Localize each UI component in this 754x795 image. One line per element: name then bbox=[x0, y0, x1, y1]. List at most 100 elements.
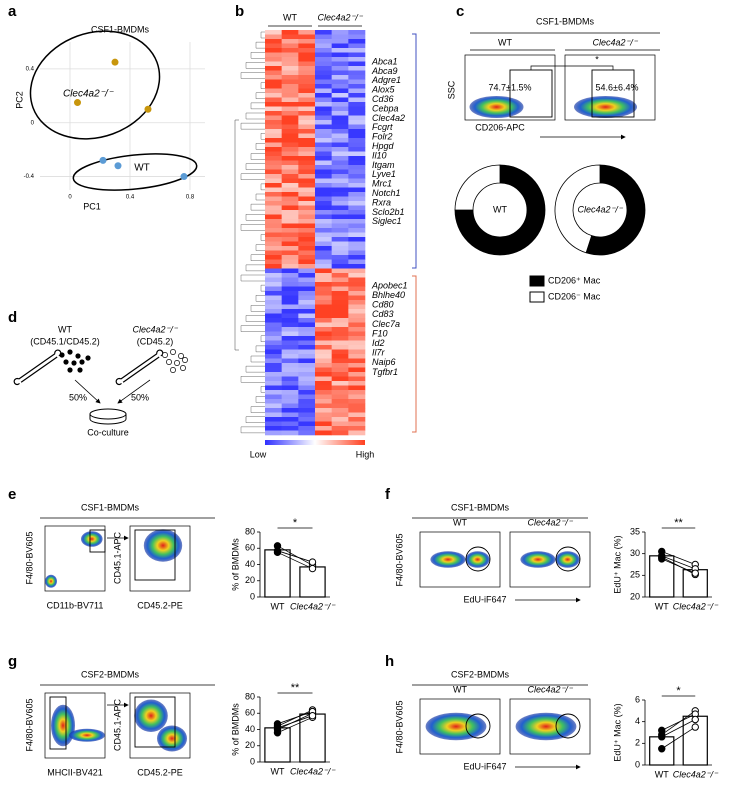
significance: * bbox=[676, 685, 681, 697]
x-tick-label: WT bbox=[655, 601, 669, 611]
heatmap-cell bbox=[265, 282, 282, 287]
heatmap-cell bbox=[298, 381, 316, 386]
gene-label: F10 bbox=[372, 328, 388, 338]
heatmap-cell bbox=[331, 183, 349, 188]
dendrogram bbox=[250, 305, 265, 312]
heatmap-cell bbox=[281, 376, 299, 382]
dendrogram bbox=[260, 183, 265, 191]
heatmap-cell bbox=[315, 133, 332, 139]
heatmap-cell bbox=[298, 367, 316, 373]
axis-label: EdU-iF647 bbox=[463, 594, 506, 604]
heatmap-cell bbox=[281, 255, 299, 260]
heatmap-cell bbox=[315, 115, 332, 121]
heatmap-cell bbox=[281, 417, 299, 422]
heatmap-cell bbox=[331, 255, 349, 260]
cell bbox=[67, 349, 73, 355]
heatmap-cell bbox=[265, 430, 282, 436]
pair-line bbox=[277, 551, 313, 569]
heatmap-cell bbox=[298, 228, 316, 233]
gene-label: Siglec1 bbox=[372, 216, 402, 226]
arrow bbox=[74, 379, 101, 404]
heatmap-cell bbox=[281, 295, 299, 301]
heatmap-cell bbox=[315, 196, 332, 202]
heatmap-cell bbox=[331, 111, 349, 116]
heatmap-cell bbox=[331, 273, 349, 278]
heatmap-cell bbox=[265, 408, 282, 413]
heatmap-cell bbox=[331, 412, 349, 418]
heatmap-cell bbox=[315, 84, 332, 89]
heatmap-cell bbox=[348, 111, 366, 116]
density bbox=[465, 551, 490, 568]
heatmap-cell bbox=[348, 264, 366, 269]
heatmap-cell bbox=[265, 102, 282, 107]
heatmap-cell bbox=[281, 304, 299, 310]
heatmap-cell bbox=[281, 363, 299, 368]
donut-slice bbox=[454, 164, 501, 211]
heatmap-cell bbox=[348, 381, 366, 386]
panel-label: f bbox=[385, 486, 391, 503]
heatmap-cell bbox=[348, 345, 366, 350]
heatmap-cell bbox=[315, 97, 332, 103]
heatmap-cell bbox=[281, 39, 299, 44]
heatmap-cell bbox=[331, 223, 349, 229]
heatmap-cell bbox=[265, 318, 282, 323]
x-tick-label: 0 bbox=[68, 195, 72, 201]
cell bbox=[63, 359, 69, 365]
heatmap-cell bbox=[265, 358, 282, 364]
heatmap-cell bbox=[265, 255, 282, 260]
heatmap-cell bbox=[281, 115, 299, 121]
heatmap-cell bbox=[331, 196, 349, 202]
heatmap-cell bbox=[265, 340, 282, 346]
axis-label: PC2 bbox=[14, 91, 24, 109]
heatmap-cell bbox=[265, 160, 282, 166]
heatmap-cell bbox=[265, 349, 282, 355]
gene-label: Alox5 bbox=[371, 85, 396, 95]
heatmap-cell bbox=[348, 151, 366, 157]
point bbox=[144, 105, 152, 113]
heatmap-cell bbox=[331, 241, 349, 247]
heatmap-cell bbox=[315, 147, 332, 152]
axis-label: EdU-iF647 bbox=[463, 761, 506, 771]
group-label: WT bbox=[453, 684, 467, 694]
heatmap-cell bbox=[331, 138, 349, 143]
heatmap-cell bbox=[331, 174, 349, 179]
dendrogram bbox=[245, 315, 265, 322]
heatmap-cell bbox=[331, 160, 349, 166]
heatmap-cell bbox=[298, 183, 316, 188]
heatmap-cell bbox=[331, 133, 349, 139]
heatmap-cell bbox=[348, 336, 366, 341]
heatmap-cell bbox=[315, 129, 332, 134]
heatmap-cell bbox=[281, 52, 299, 58]
point bbox=[308, 564, 317, 573]
heatmap-cell bbox=[331, 70, 349, 76]
cell bbox=[170, 349, 176, 355]
heatmap-cell bbox=[348, 219, 366, 224]
heatmap-cell bbox=[298, 327, 316, 332]
gene-label: Cd80 bbox=[372, 300, 394, 310]
heatmap-cell bbox=[281, 426, 299, 431]
y-tick-label: 80 bbox=[245, 691, 255, 701]
cell bbox=[182, 357, 188, 363]
gene-label: Clec7a bbox=[372, 319, 400, 329]
heatmap-cell bbox=[298, 39, 316, 44]
heatmap-cell bbox=[281, 84, 299, 89]
group-ellipse bbox=[29, 30, 161, 140]
heatmap-cell bbox=[281, 340, 299, 346]
gene-label: Id2 bbox=[372, 338, 385, 348]
heatmap-cell bbox=[315, 88, 332, 94]
heatmap-cell bbox=[331, 34, 349, 40]
heatmap-cell bbox=[315, 223, 332, 229]
group-label: Clec4a2⁻/⁻ bbox=[527, 517, 573, 527]
heatmap-cell bbox=[265, 322, 282, 328]
heatmap-cell bbox=[265, 142, 282, 148]
y-tick-label: 0 bbox=[250, 591, 255, 601]
heatmap-cell bbox=[315, 102, 332, 107]
heatmap-cell bbox=[331, 124, 349, 130]
gene-label: Bhlhe40 bbox=[372, 290, 405, 300]
gate bbox=[465, 713, 491, 739]
heatmap-cell bbox=[298, 205, 316, 211]
heatmap-cell bbox=[315, 390, 332, 395]
heatmap-cell bbox=[265, 48, 282, 53]
point bbox=[180, 173, 188, 181]
heatmap-cell bbox=[298, 246, 316, 251]
